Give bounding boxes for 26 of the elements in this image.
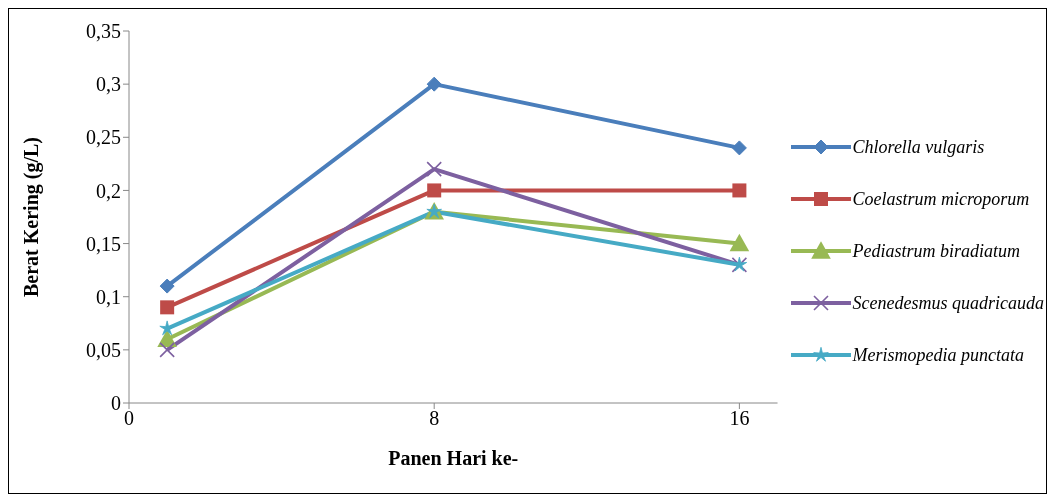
y-tick-label: 0,1 xyxy=(96,285,121,308)
y-axis-title: Berat Kering (g/L) xyxy=(20,137,44,297)
legend-label: Chlorella vulgaris xyxy=(852,136,985,158)
legend-label: Coelastrum microporum xyxy=(852,188,1030,210)
point xyxy=(159,278,175,294)
y-tick-label: 0,35 xyxy=(86,20,121,43)
point xyxy=(426,161,442,177)
point xyxy=(731,140,747,156)
legend-label: Merismopedia punctata xyxy=(852,344,1025,366)
y-tick-label: 0,15 xyxy=(86,232,121,255)
y-tick-label: 0,25 xyxy=(86,126,121,149)
x-axis-title: Panen Hari ke- xyxy=(388,447,519,469)
point xyxy=(426,76,442,92)
legend-label: Scenedesmus quadricauda xyxy=(852,292,1044,314)
point xyxy=(160,300,175,315)
y-tick-label: 0 xyxy=(111,392,121,415)
y-tick-label: 0,2 xyxy=(96,179,121,202)
y-tick-label: 0,3 xyxy=(96,73,121,96)
point xyxy=(732,183,747,198)
point xyxy=(729,233,750,252)
point xyxy=(427,183,442,198)
x-tick-label: 8 xyxy=(429,407,440,430)
y-tick-label: 0,05 xyxy=(86,338,121,361)
x-tick-label: 16 xyxy=(729,407,750,430)
point xyxy=(159,342,175,358)
legend-label: Pediastrum biradiatum xyxy=(852,240,1021,262)
